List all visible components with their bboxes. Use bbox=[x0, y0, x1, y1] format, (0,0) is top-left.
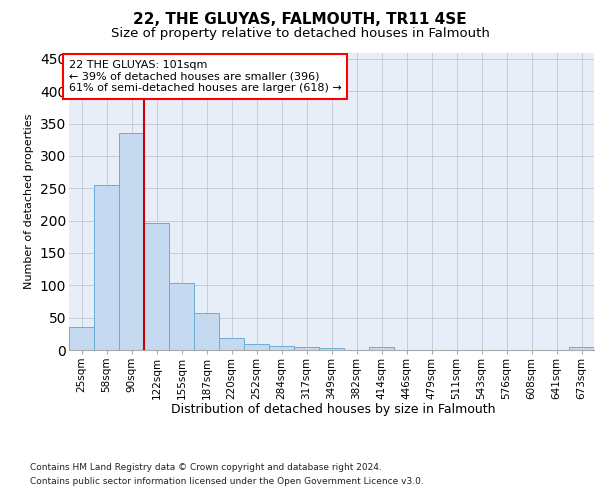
Bar bbox=[144, 222, 169, 350]
Text: Size of property relative to detached houses in Falmouth: Size of property relative to detached ho… bbox=[110, 28, 490, 40]
Bar bbox=[169, 284, 194, 350]
Bar bbox=[194, 313, 219, 350]
Text: 22 THE GLUYAS: 101sqm
← 39% of detached houses are smaller (396)
61% of semi-det: 22 THE GLUYAS: 101sqm ← 39% of detached … bbox=[69, 60, 342, 93]
Bar bbox=[294, 347, 319, 350]
Bar bbox=[119, 134, 144, 350]
Bar bbox=[69, 328, 94, 350]
Bar bbox=[319, 348, 344, 350]
Text: 22, THE GLUYAS, FALMOUTH, TR11 4SE: 22, THE GLUYAS, FALMOUTH, TR11 4SE bbox=[133, 12, 467, 28]
Bar bbox=[569, 348, 594, 350]
Y-axis label: Number of detached properties: Number of detached properties bbox=[24, 114, 34, 289]
Text: Distribution of detached houses by size in Falmouth: Distribution of detached houses by size … bbox=[171, 402, 495, 415]
Bar bbox=[219, 338, 244, 350]
Bar bbox=[244, 344, 269, 350]
Text: Contains public sector information licensed under the Open Government Licence v3: Contains public sector information licen… bbox=[30, 478, 424, 486]
Bar bbox=[94, 185, 119, 350]
Text: Contains HM Land Registry data © Crown copyright and database right 2024.: Contains HM Land Registry data © Crown c… bbox=[30, 462, 382, 471]
Bar bbox=[269, 346, 294, 350]
Bar bbox=[369, 347, 394, 350]
